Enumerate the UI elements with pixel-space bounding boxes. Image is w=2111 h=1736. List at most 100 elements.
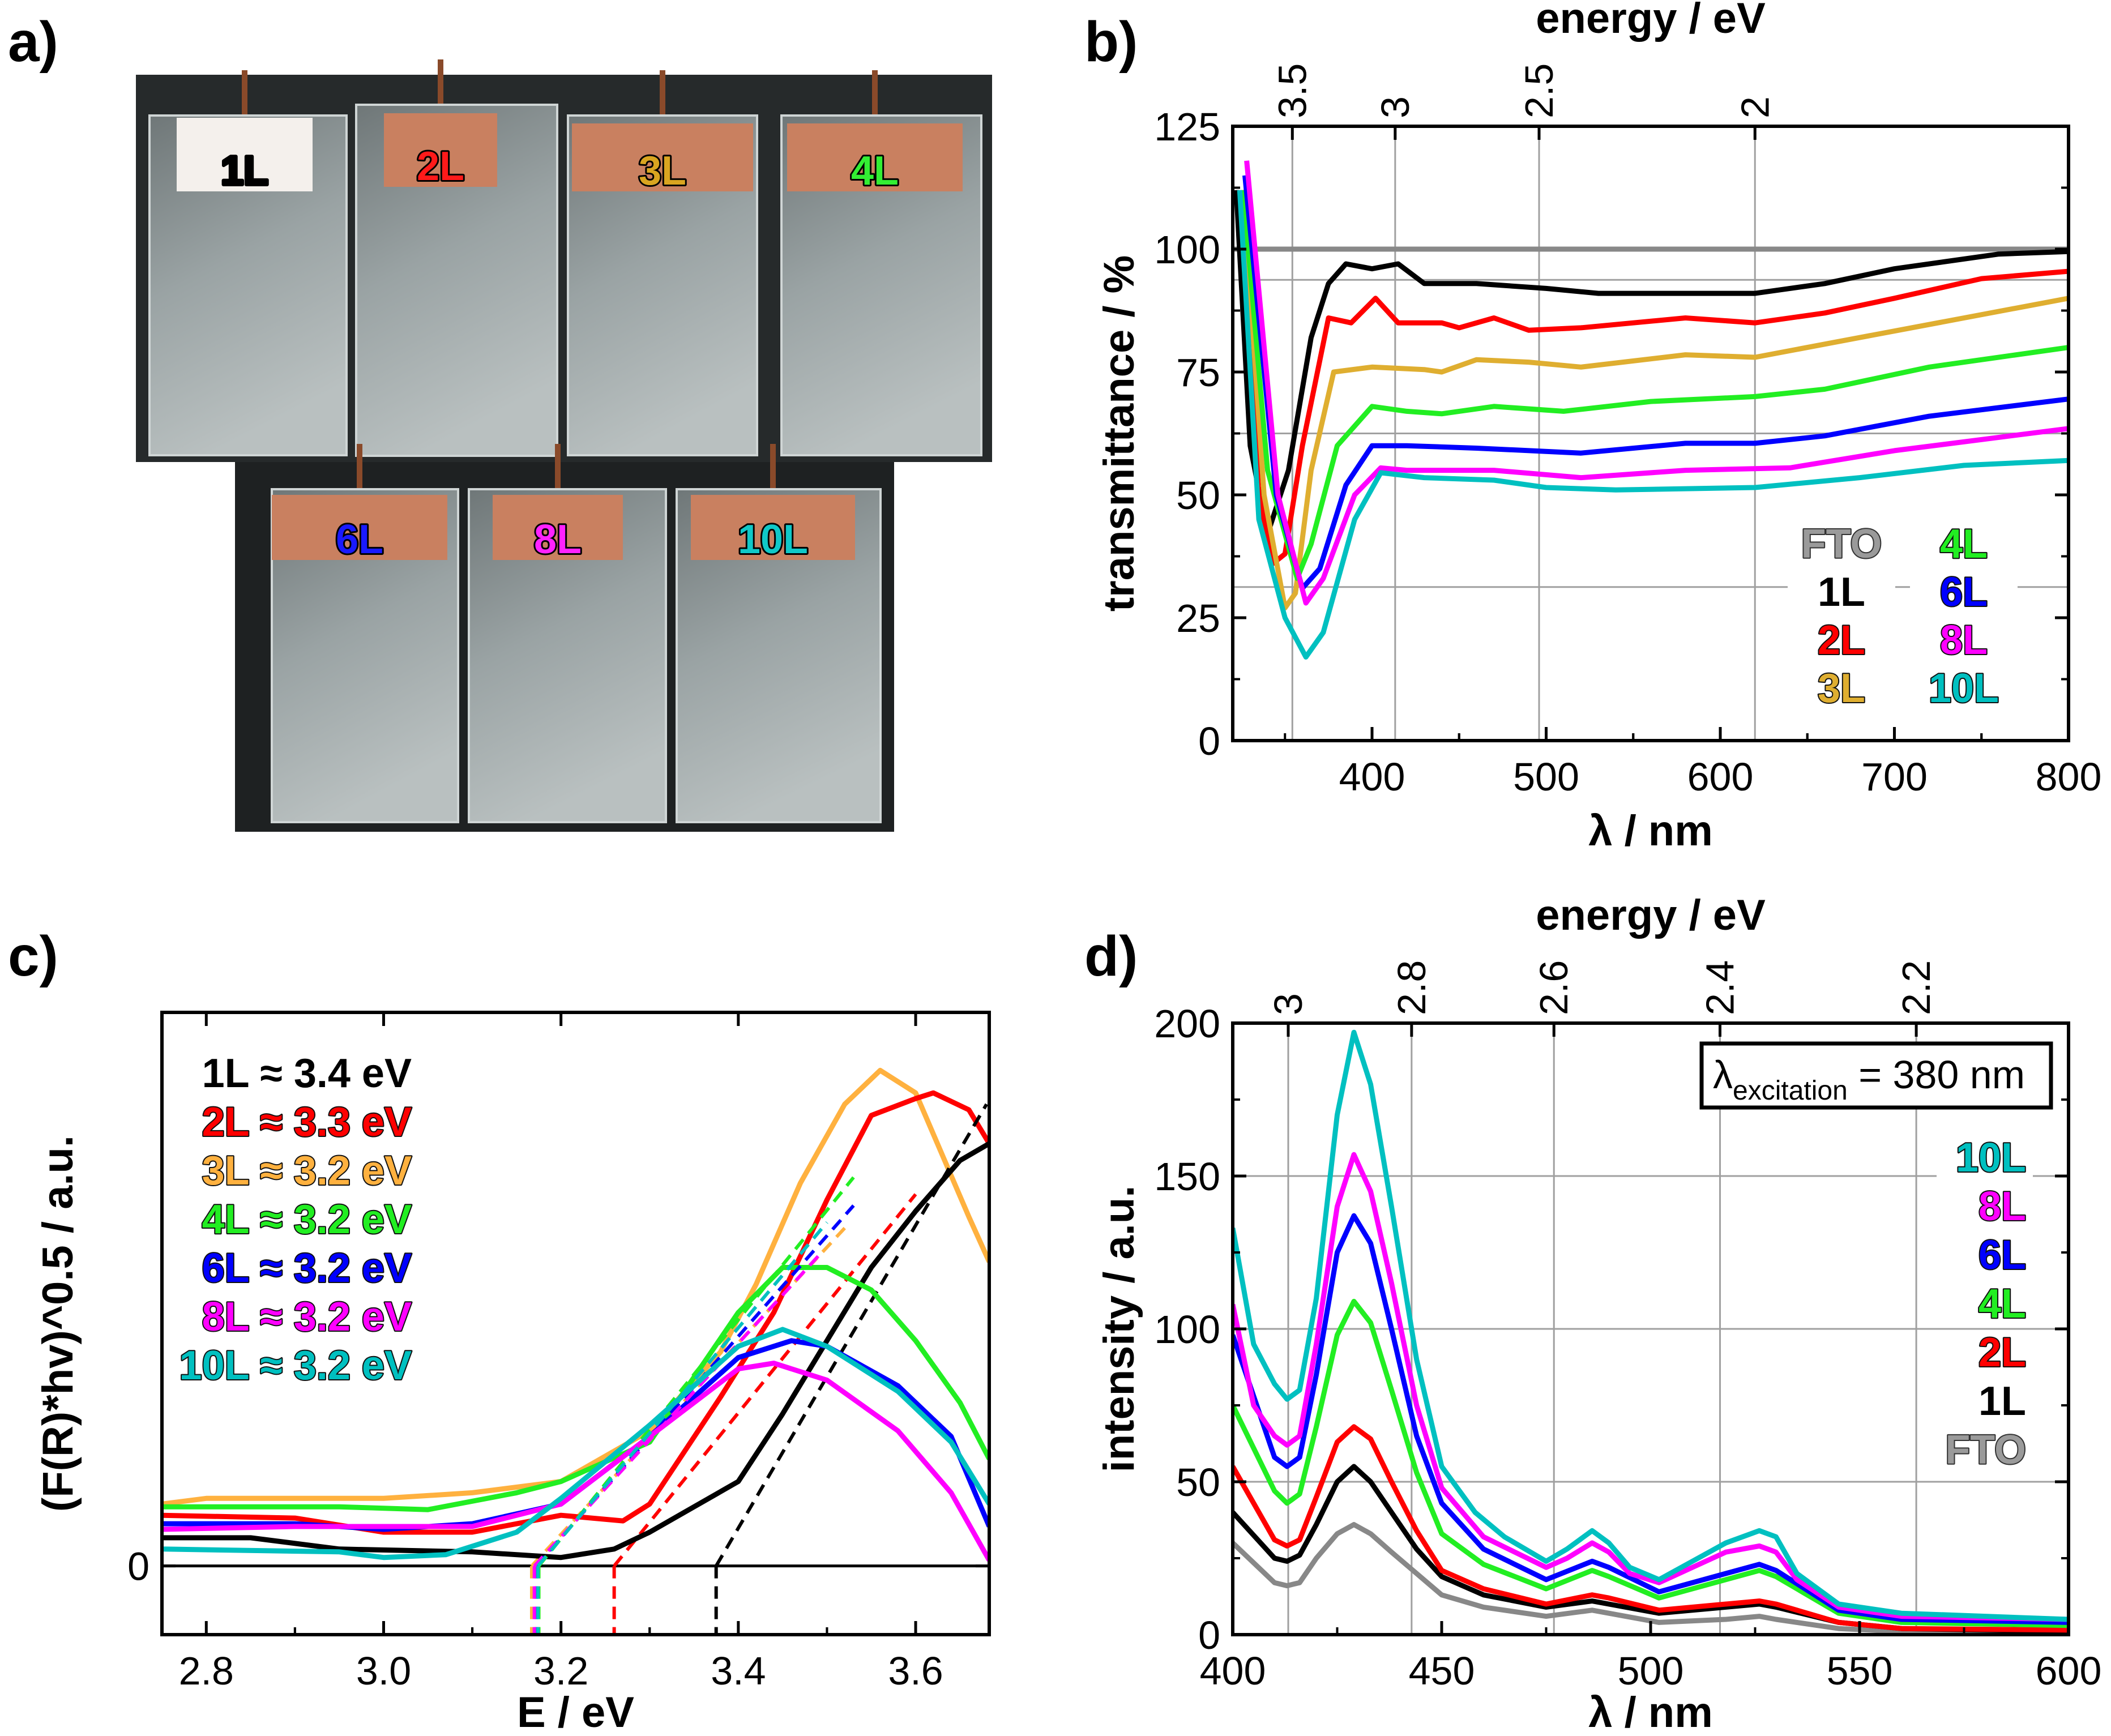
x-axis-title: λ / nm bbox=[1588, 807, 1713, 855]
y-axis-title: intensity / a.u. bbox=[1095, 1186, 1143, 1473]
plot-frame bbox=[160, 1011, 991, 1636]
top-tick-label: 3 bbox=[1373, 96, 1417, 118]
x-tick-label: 500 bbox=[1513, 755, 1579, 799]
legend-entry-2L: 2L bbox=[1818, 618, 1865, 663]
sample-slide-8L: 8L bbox=[468, 444, 667, 823]
copper-tab bbox=[384, 113, 497, 187]
series-line-10L bbox=[1237, 190, 2069, 660]
copper-tab bbox=[493, 495, 623, 560]
y-tick-label: 50 bbox=[1176, 1460, 1220, 1504]
sample-slide-1L: 1L bbox=[148, 70, 348, 456]
series-line-8L bbox=[162, 1361, 989, 1562]
sample-label: 1L bbox=[221, 148, 268, 194]
x-tick-label: 3.6 bbox=[888, 1649, 943, 1693]
panel-c-label: c) bbox=[8, 925, 58, 988]
top-tick-label: 2.5 bbox=[1517, 63, 1561, 118]
series-line-FTO bbox=[1233, 1522, 2069, 1635]
x-tick-label: 550 bbox=[1827, 1649, 1893, 1693]
y-tick-label: 25 bbox=[1176, 596, 1220, 640]
top-tick-label: 2.4 bbox=[1698, 960, 1742, 1015]
legend-entry-4L: 4L bbox=[1940, 521, 1988, 567]
series-line-8L bbox=[1233, 1152, 2069, 1622]
sample-label: 10L bbox=[738, 517, 808, 562]
series-line-4L bbox=[1233, 1298, 2069, 1628]
y-tick-label: 0 bbox=[127, 1545, 149, 1589]
photoluminescence-chart: 400 450 500 550 600 0 50 100 150 200 3 2.8 2.6 2.4 2.2… bbox=[1095, 891, 2101, 1736]
top-tick-label: 3 bbox=[1266, 993, 1310, 1015]
series-line-6L bbox=[1242, 175, 2069, 591]
legend-bg bbox=[1788, 523, 1895, 567]
top-tick-label: 3.5 bbox=[1270, 63, 1314, 118]
x-tick-label: 400 bbox=[1200, 1649, 1266, 1693]
legend-bg bbox=[1788, 619, 1895, 663]
x-tick-label: 3.2 bbox=[533, 1649, 588, 1693]
top-tick-label: 2.2 bbox=[1894, 960, 1938, 1015]
x-tick-label: 600 bbox=[2036, 1649, 2102, 1693]
series-line-1L bbox=[162, 1141, 989, 1560]
x-axis-title: λ / nm bbox=[1588, 1688, 1713, 1736]
sample-label: 2L bbox=[417, 144, 464, 189]
series-line-8L bbox=[1244, 160, 2069, 606]
series-line-1L bbox=[1233, 1464, 2069, 1635]
legend-entry: 3L ≈ 3.2 eV bbox=[202, 1148, 412, 1194]
y-tick-label: 0 bbox=[1198, 1613, 1220, 1657]
y-axis-title: (F(R)*hv)^0.5 / a.u. bbox=[34, 1135, 82, 1512]
sample-label: 8L bbox=[534, 517, 582, 562]
y-tick-label: 50 bbox=[1176, 473, 1220, 518]
legend-entry-8L: 8L bbox=[1978, 1184, 2026, 1229]
excitation-annotation: λexcitation = 380 nm bbox=[1699, 1041, 2053, 1110]
fit-line-2L bbox=[613, 1193, 917, 1567]
top-tick-label: 2.6 bbox=[1532, 960, 1576, 1015]
series-line-3L bbox=[1240, 190, 2069, 611]
sample-label: 3L bbox=[639, 148, 686, 194]
legend-entry: 6L ≈ 3.2 eV bbox=[202, 1246, 412, 1291]
sample-label: 6L bbox=[336, 517, 383, 562]
legend-bg bbox=[1937, 1234, 2033, 1278]
top-tick-label: 2.8 bbox=[1390, 960, 1434, 1015]
excitation-value: = 380 nm bbox=[1848, 1053, 2025, 1097]
legend-bg bbox=[1788, 667, 1895, 711]
legend-entry-4L: 4L bbox=[1978, 1281, 2026, 1327]
fit-line-1L bbox=[715, 1103, 988, 1567]
legend-entry-1L: 1L bbox=[1818, 570, 1865, 615]
legend-entry-1L: 1L bbox=[1978, 1379, 2026, 1424]
annotation-box bbox=[1699, 1041, 2053, 1110]
x-tick-label: 600 bbox=[1687, 755, 1754, 799]
top-axis-title: energy / eV bbox=[1536, 891, 1766, 939]
x-tick-label: 3.0 bbox=[356, 1649, 411, 1693]
legend-entry: 4L ≈ 3.2 eV bbox=[202, 1197, 412, 1242]
series-line-2L bbox=[162, 1090, 989, 1535]
x-tick-label: 500 bbox=[1618, 1649, 1684, 1693]
x-tick-label: 2.8 bbox=[179, 1649, 234, 1693]
series-line-2L bbox=[1233, 1424, 2069, 1633]
y-tick-label: 125 bbox=[1154, 105, 1220, 149]
series-line-6L bbox=[1233, 1213, 2069, 1625]
panel-a-label: a) bbox=[8, 10, 58, 74]
panel-b-label: b) bbox=[1084, 10, 1138, 74]
y-axis-title: transmittance / % bbox=[1095, 255, 1143, 612]
x-tick-label: 800 bbox=[2036, 755, 2102, 799]
sample-slide-6L: 6L bbox=[271, 444, 459, 823]
legend-entry-3L: 3L bbox=[1818, 666, 1865, 711]
panel-d-label: d) bbox=[1084, 925, 1138, 988]
legend-bg bbox=[1937, 1380, 2033, 1424]
series-line-1L bbox=[1233, 190, 2069, 537]
legend-bg bbox=[1910, 619, 2018, 663]
top-axis-title: energy / eV bbox=[1536, 0, 1766, 42]
sample-slide-4L: 4L bbox=[780, 70, 982, 456]
legend-entry: 8L ≈ 3.2 eV bbox=[202, 1294, 412, 1340]
legend-entry-FTO: FTO bbox=[1801, 521, 1882, 567]
legend-bg bbox=[1788, 571, 1895, 615]
legend-entry-6L: 6L bbox=[1940, 570, 1988, 615]
y-tick-label: 100 bbox=[1154, 1307, 1220, 1352]
legend-bg bbox=[1937, 1136, 2033, 1181]
legend-entry-FTO: FTO bbox=[1945, 1427, 2026, 1473]
series-line-3L bbox=[162, 1067, 989, 1507]
y-tick-label: 0 bbox=[1198, 719, 1220, 763]
legend-entry-10L: 10L bbox=[1929, 666, 1999, 711]
legend-entry: 10L ≈ 3.2 eV bbox=[180, 1343, 412, 1388]
fit-line-10L bbox=[536, 1221, 828, 1567]
legend-entry: 1L ≈ 3.4 eV bbox=[202, 1051, 412, 1096]
